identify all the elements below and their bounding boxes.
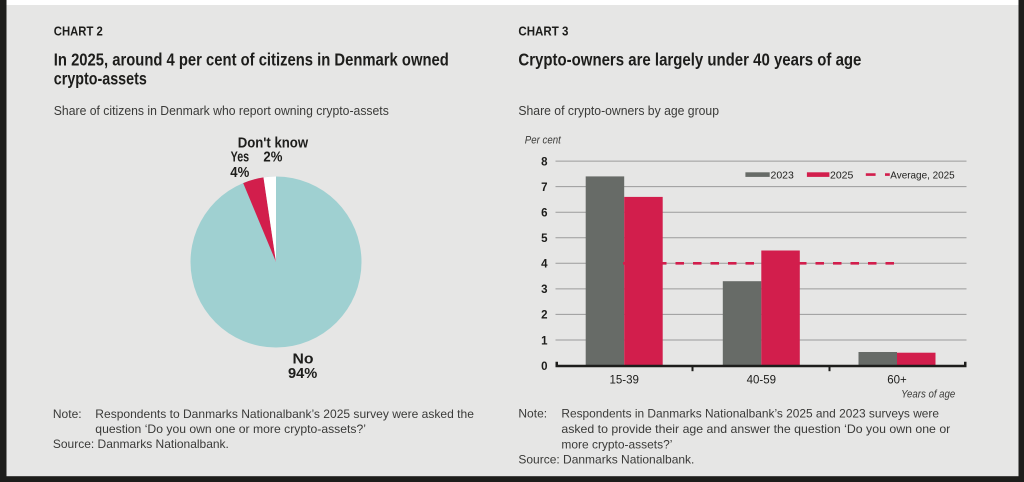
svg-text:Yes: Yes — [231, 149, 250, 166]
svg-text:Share of crypto-owners by age: Share of crypto-owners by age group — [518, 103, 719, 118]
svg-text:2025: 2025 — [830, 169, 854, 181]
svg-text:2023: 2023 — [771, 169, 795, 181]
svg-text:Per cent: Per cent — [525, 134, 562, 146]
svg-text:94%: 94% — [288, 365, 317, 382]
svg-text:Respondents to Danmarks Nation: Respondents to Danmarks Nationalbank’s 2… — [95, 407, 474, 421]
svg-text:Note:: Note: — [518, 407, 547, 421]
svg-text:Share of citizens in Denmark w: Share of citizens in Denmark who report … — [54, 103, 389, 118]
svg-text:1: 1 — [541, 335, 548, 347]
svg-text:Years of age: Years of age — [901, 389, 955, 401]
svg-text:crypto-assets: crypto-assets — [54, 69, 147, 89]
svg-text:7: 7 — [541, 182, 547, 194]
svg-text:0: 0 — [541, 361, 547, 373]
svg-text:60+: 60+ — [887, 374, 907, 386]
svg-text:4: 4 — [541, 259, 548, 271]
svg-text:Don't know: Don't know — [238, 135, 309, 152]
svg-text:15-39: 15-39 — [609, 374, 638, 386]
svg-text:40-59: 40-59 — [747, 374, 776, 386]
svg-text:question ‘Do you own one or mo: question ‘Do you own one or more crypto-… — [95, 422, 366, 436]
svg-text:8: 8 — [541, 156, 548, 168]
svg-text:CHART 2: CHART 2 — [54, 25, 103, 39]
svg-text:asked to provide their age and: asked to provide their age and answer th… — [561, 422, 950, 436]
svg-text:Source: Danmarks Nationalbank.: Source: Danmarks Nationalbank. — [518, 452, 694, 466]
svg-text:Crypto-owners are largely unde: Crypto-owners are largely under 40 years… — [518, 50, 861, 70]
svg-text:more crypto-assets?’: more crypto-assets?’ — [561, 437, 672, 451]
svg-text:2: 2 — [541, 310, 547, 322]
svg-text:5: 5 — [541, 233, 548, 245]
svg-text:Average, 2025: Average, 2025 — [890, 169, 955, 181]
svg-text:Source: Danmarks Nationalbank.: Source: Danmarks Nationalbank. — [53, 437, 229, 451]
svg-text:6: 6 — [541, 208, 547, 220]
svg-text:Respondents in Danmarks Nation: Respondents in Danmarks Nationalbank’s 2… — [561, 407, 939, 421]
svg-text:In 2025, around 4 per cent of: In 2025, around 4 per cent of citizens i… — [54, 50, 449, 70]
svg-text:4%: 4% — [230, 164, 249, 181]
svg-text:Note:: Note: — [53, 407, 82, 421]
svg-text:No: No — [293, 351, 314, 368]
svg-text:3: 3 — [541, 284, 547, 296]
svg-text:2%: 2% — [263, 149, 282, 166]
svg-text:CHART 3: CHART 3 — [518, 25, 568, 39]
